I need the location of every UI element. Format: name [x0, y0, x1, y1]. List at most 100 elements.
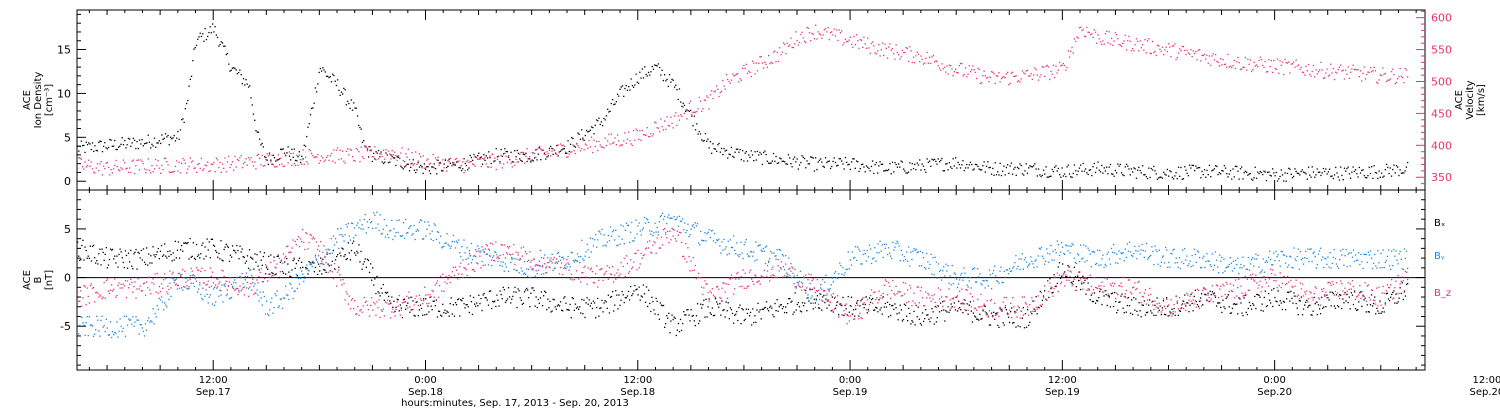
- density-axis-label: ACE: [22, 90, 33, 110]
- density-point: [643, 77, 644, 78]
- density-point: [259, 139, 260, 140]
- density-point: [429, 170, 430, 171]
- by-point: [1264, 272, 1265, 273]
- density-point: [205, 28, 206, 29]
- bz-point: [183, 286, 184, 287]
- density-point: [751, 150, 752, 151]
- by-point: [1166, 249, 1167, 250]
- bx-point: [751, 324, 752, 325]
- velocity-point: [1184, 50, 1185, 51]
- bx-point: [892, 305, 893, 306]
- density-point: [1143, 174, 1144, 175]
- density-point: [1151, 168, 1152, 169]
- velocity-point: [458, 160, 459, 161]
- velocity-point: [375, 159, 376, 160]
- velocity-point: [196, 172, 197, 173]
- bx-point: [245, 263, 246, 264]
- bz-point: [180, 276, 181, 277]
- velocity-point: [996, 75, 997, 76]
- velocity-point: [192, 160, 193, 161]
- bx-point: [1029, 322, 1030, 323]
- bx-point: [226, 244, 227, 245]
- density-point: [1066, 166, 1067, 167]
- density-point: [283, 148, 284, 149]
- by-point: [770, 251, 771, 252]
- bx-point: [345, 254, 346, 255]
- bx-point: [1010, 311, 1011, 312]
- by-point: [346, 224, 347, 225]
- by-point: [1380, 253, 1381, 254]
- by-point: [1335, 258, 1336, 259]
- density-point: [918, 164, 919, 165]
- velocity-point: [1235, 68, 1236, 69]
- velocity-point: [1115, 32, 1116, 33]
- by-point: [936, 262, 937, 263]
- bz-point: [252, 282, 253, 283]
- velocity-point: [1123, 40, 1124, 41]
- bx-point: [927, 314, 928, 315]
- density-point: [1327, 173, 1328, 174]
- density-point: [592, 127, 593, 128]
- bx-point: [157, 251, 158, 252]
- by-point: [594, 239, 595, 240]
- by-point: [118, 331, 119, 332]
- bx-point: [784, 312, 785, 313]
- bx-point: [1239, 298, 1240, 299]
- density-point: [482, 164, 483, 165]
- density-point: [1024, 170, 1025, 171]
- by-point: [1085, 246, 1086, 247]
- bx-point: [215, 250, 216, 251]
- by-point: [560, 260, 561, 261]
- by-point: [934, 274, 935, 275]
- by-point: [864, 250, 865, 251]
- density-point: [327, 76, 328, 77]
- density-point: [1231, 178, 1232, 179]
- by-point: [985, 287, 986, 288]
- velocity-point: [224, 157, 225, 158]
- density-point: [638, 83, 639, 84]
- density-point: [254, 120, 255, 121]
- velocity-point: [1193, 50, 1194, 51]
- bx-point: [422, 315, 423, 316]
- bx-point: [630, 286, 631, 287]
- by-point: [1052, 251, 1053, 252]
- bx-point: [321, 273, 322, 274]
- by-point: [1027, 266, 1028, 267]
- velocity-point: [1062, 65, 1063, 66]
- density-point: [1362, 169, 1363, 170]
- by-point: [931, 274, 932, 275]
- velocity-point: [1059, 62, 1060, 63]
- by-point: [98, 330, 99, 331]
- by-point: [403, 222, 404, 223]
- density-point: [208, 32, 209, 33]
- by-point: [801, 282, 802, 283]
- bx-point: [338, 267, 339, 268]
- bx-point: [1013, 322, 1014, 323]
- bz-point: [187, 280, 188, 281]
- velocity-point: [210, 170, 211, 171]
- bx-point: [1365, 298, 1366, 299]
- bx-point: [259, 269, 260, 270]
- by-point: [712, 230, 713, 231]
- by-point: [1100, 264, 1101, 265]
- density-point: [174, 135, 175, 136]
- density-point: [1381, 173, 1382, 174]
- velocity-point: [697, 108, 698, 109]
- density-point: [1090, 169, 1091, 170]
- density-point: [401, 167, 402, 168]
- by-point: [1105, 264, 1106, 265]
- velocity-point: [154, 168, 155, 169]
- velocity-point: [145, 172, 146, 173]
- velocity-point: [117, 166, 118, 167]
- velocity-point: [550, 155, 551, 156]
- by-point: [224, 284, 225, 285]
- bz-point: [193, 274, 194, 275]
- velocity-point: [1250, 59, 1251, 60]
- bx-point: [699, 320, 700, 321]
- density-point: [515, 156, 516, 157]
- velocity-point: [1127, 40, 1128, 41]
- density-point: [1177, 178, 1178, 179]
- by-point: [1054, 260, 1055, 261]
- velocity-point: [1142, 44, 1143, 45]
- by-point: [559, 256, 560, 257]
